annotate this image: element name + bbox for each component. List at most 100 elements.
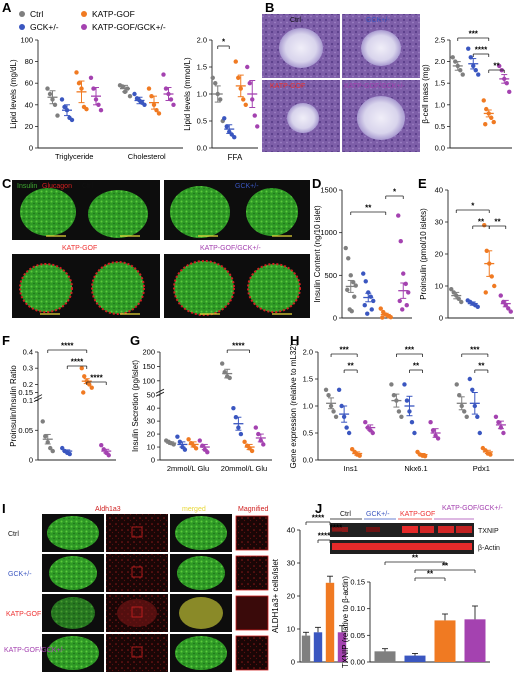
data-point — [497, 63, 502, 69]
y-axis-label: ALDH1a3+ cells/islet — [271, 558, 280, 633]
chart-h: 0.0 0.5 1.0 1.5 2.0 Gene expression (relative… — [289, 343, 514, 473]
b-islet-katp — [287, 103, 319, 133]
legend: Ctrl GCK+/- KATP-GOF KATP-GOF/GCK+/- — [19, 9, 166, 32]
data-point — [245, 64, 250, 70]
data-point — [238, 431, 244, 437]
data-point — [368, 294, 373, 299]
i-col-merged: merged — [182, 506, 206, 513]
b-label-gck: GCK+/- — [366, 17, 390, 24]
panel-b-images: Ctrl GCK+/- KATP-GOF KATP-GOF/GCK+/- — [262, 14, 420, 152]
y-tick-label: 20 — [147, 430, 155, 439]
y-tick-label: 2.0 — [303, 348, 313, 357]
data-point — [508, 309, 513, 314]
i-row-label-ctrl: Ctrl — [8, 531, 19, 538]
j-group-gck: GCK+/- — [366, 511, 390, 518]
data-point — [197, 438, 202, 443]
data-point — [247, 81, 252, 86]
axis-break — [155, 388, 165, 394]
b-islet-gck — [361, 30, 401, 66]
data-point — [81, 390, 86, 395]
data-point — [362, 303, 367, 308]
sig-label: ** — [348, 362, 355, 371]
b-label-katp: KATP-GOF — [270, 83, 305, 90]
panel-letter-b: B — [265, 0, 274, 15]
panel-letter-g: G — [130, 333, 140, 348]
c-label-combo: KATP-GOF/GCK+/- — [200, 245, 261, 252]
y-tick-label: 2.0 — [435, 57, 445, 66]
data-point — [460, 72, 465, 77]
j-label-actin: β-Actin — [478, 545, 500, 552]
legend-combo: KATP-GOF/GCK+/- — [92, 22, 166, 32]
data-point — [481, 98, 486, 103]
sig-label: **** — [90, 374, 103, 383]
panel-letter-d: D — [312, 176, 321, 191]
i-row-katp: KATP-GOF — [6, 594, 269, 632]
y-tick-label: 10 — [435, 282, 443, 291]
data-point — [371, 298, 376, 304]
panel-letter-j: J — [315, 501, 322, 516]
data-point — [186, 437, 191, 442]
y-tick-label: 0.15 — [350, 578, 365, 587]
data-point — [475, 414, 480, 419]
y-tick-label: 150 — [142, 362, 155, 371]
panel-letter-c: C — [2, 176, 12, 191]
y-tick-label: 0 — [29, 456, 33, 465]
data-point — [450, 55, 455, 60]
bar — [374, 651, 396, 662]
y-axis-label: Lipid levels (mg/dL) — [9, 59, 18, 129]
y-tick-label: 100 — [142, 376, 155, 385]
data-point — [253, 425, 258, 430]
y-tick-label: 1.0 — [197, 90, 207, 99]
c-label-gck: GCK+/- — [235, 183, 259, 190]
data-point — [363, 420, 368, 425]
y-tick-label: 500 — [324, 271, 337, 280]
data-point — [454, 382, 459, 387]
b-label-ctrl: Ctrl — [290, 17, 301, 24]
data-point — [464, 414, 469, 419]
y-tick-label: 30 — [287, 559, 295, 568]
data-point — [224, 124, 229, 129]
sig-label: * — [393, 188, 397, 197]
y-tick-label: 0.0 — [197, 144, 207, 153]
data-point — [351, 279, 356, 285]
panel-letter-f: F — [2, 333, 10, 348]
data-point — [412, 430, 417, 436]
y-tick-label: 0.0 — [435, 144, 445, 153]
data-point — [462, 409, 467, 414]
data-point — [252, 113, 257, 118]
sig-label: *** — [339, 346, 349, 355]
data-point — [205, 450, 210, 455]
data-point — [67, 451, 72, 457]
data-point — [261, 442, 266, 447]
y-tick-label: 0 — [333, 314, 337, 323]
c-islet-katp-1 — [19, 263, 73, 313]
data-point — [241, 97, 246, 102]
data-point — [398, 239, 403, 244]
data-point — [255, 124, 260, 129]
sig-label: **** — [318, 532, 331, 541]
panel-letter-h: H — [290, 333, 299, 348]
data-point — [369, 307, 374, 312]
data-point — [50, 448, 55, 454]
legend-katp: KATP-GOF — [92, 9, 135, 19]
legend-gck: GCK+/- — [30, 22, 59, 32]
b-islet-combo — [357, 96, 405, 140]
i-img-mag-ctrl — [235, 515, 269, 551]
x-tick-label: Ins1 — [344, 464, 358, 473]
bar — [404, 655, 426, 662]
bar — [337, 632, 347, 662]
data-point — [357, 453, 362, 458]
data-point — [396, 409, 402, 414]
y-tick-label: 0.5 — [435, 122, 445, 131]
data-point — [365, 311, 370, 316]
data-point — [470, 387, 475, 392]
data-point — [76, 81, 82, 86]
data-point — [343, 245, 348, 251]
y-tick-label: 2.5 — [435, 36, 445, 45]
i-row-ctrl: Ctrl — [8, 514, 269, 552]
data-point — [242, 439, 247, 445]
y-tick-label: 80 — [25, 57, 33, 66]
b-label-combo: KATP-GOF/GCK+/- — [344, 83, 405, 90]
sig-label: **** — [475, 46, 488, 55]
